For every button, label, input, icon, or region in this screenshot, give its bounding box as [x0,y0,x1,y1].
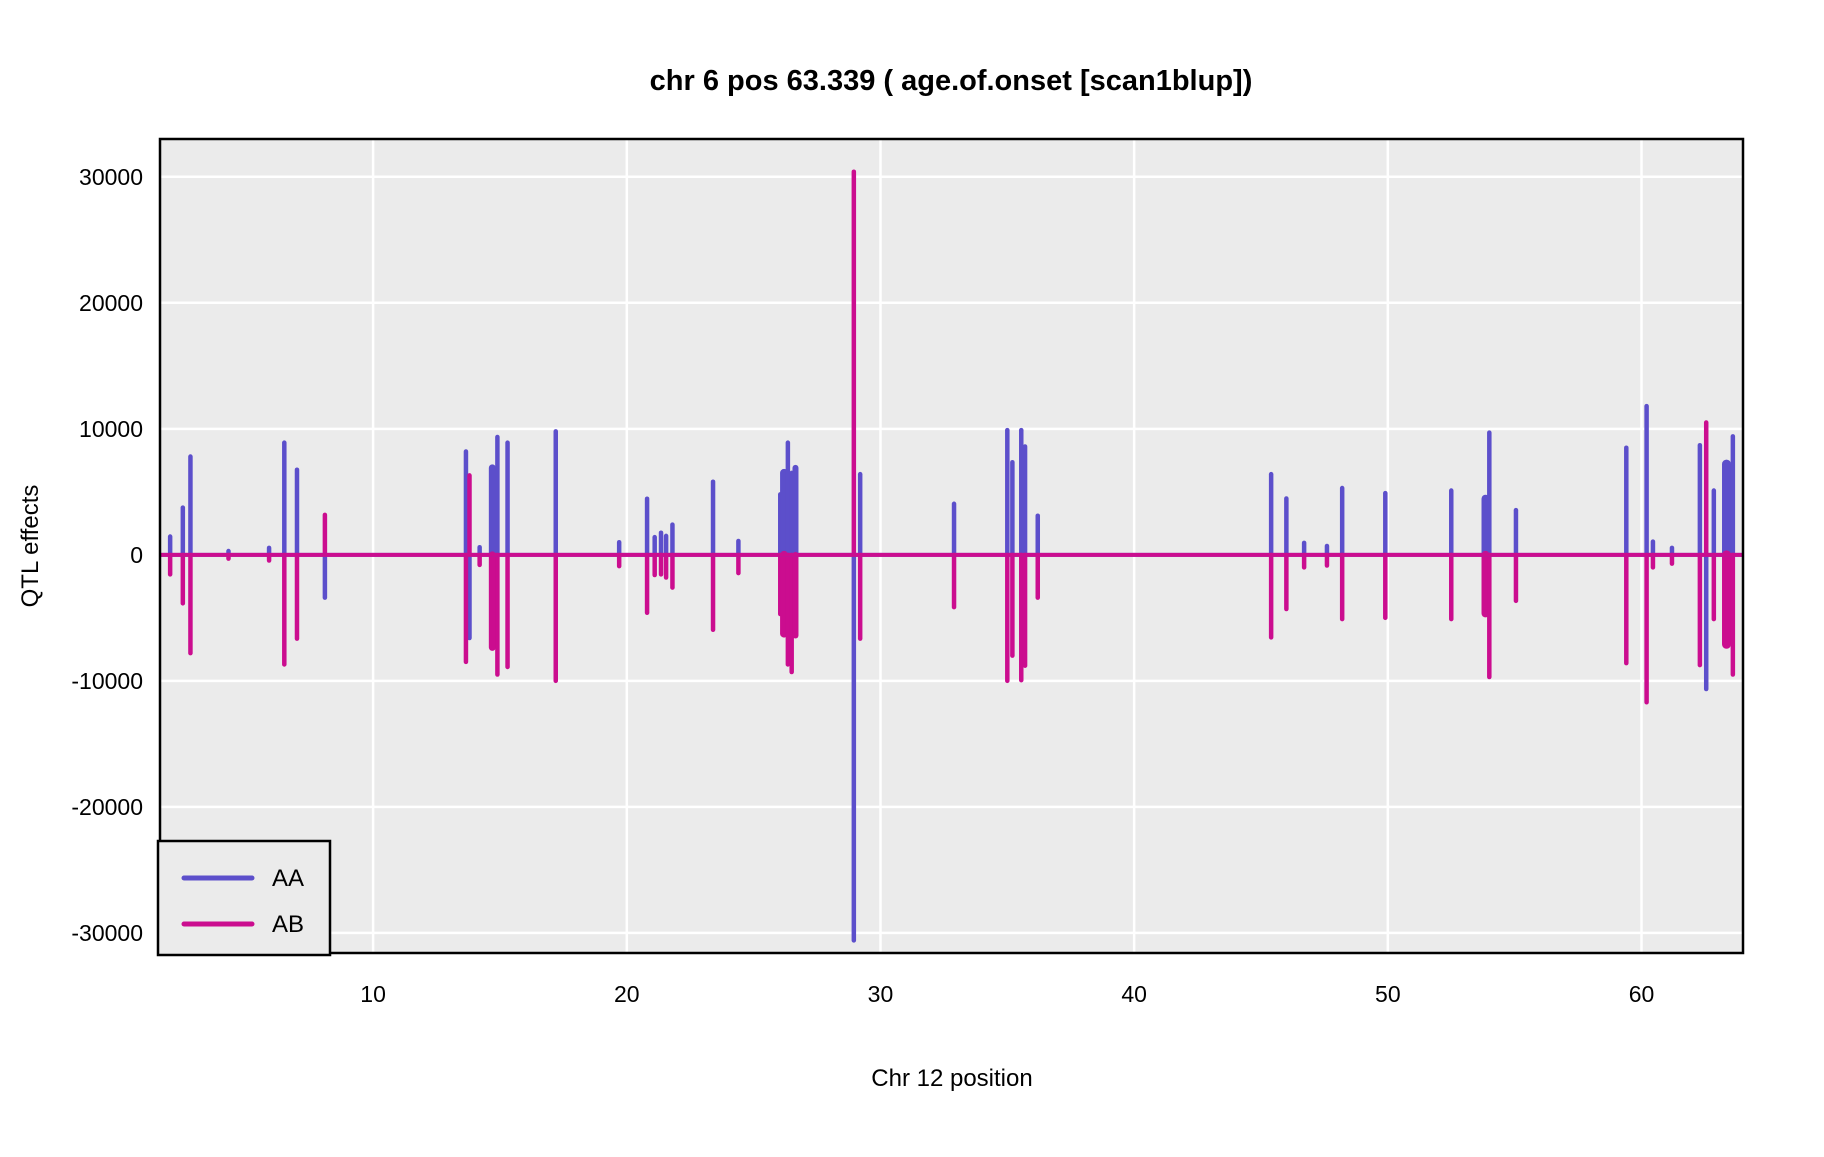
x-tick-label: 50 [1375,981,1401,1007]
y-axis-tick-labels: 30000 20000 10000 0 -10000 -20000 -30000 [71,164,143,946]
x-tick-label: 10 [360,981,386,1007]
legend-label-aa: AA [272,865,304,892]
x-tick-label: 30 [868,981,894,1007]
legend-label-ab: AB [272,911,304,938]
y-axis-title: QTL effects [17,485,44,608]
x-tick-label: 40 [1121,981,1147,1007]
x-axis-title: Chr 12 position [871,1065,1032,1092]
y-tick-label: -30000 [71,920,143,946]
y-tick-label: -20000 [71,794,143,820]
legend-box [156,839,332,957]
x-axis-tick-labels: 10 20 30 40 50 60 [360,981,1654,1007]
x-tick-label: 20 [614,981,640,1007]
plot-panel [160,139,1743,953]
y-tick-label: -10000 [71,668,143,694]
y-tick-label: 10000 [79,416,143,442]
x-tick-label: 60 [1629,981,1655,1007]
y-tick-label: 30000 [79,164,143,190]
y-tick-label: 0 [130,542,143,568]
aa-spikes-layer [167,403,1736,943]
legend: AA AB [156,839,332,957]
y-tick-label: 20000 [79,290,143,316]
plot-panel-border [158,137,1745,955]
chart-title: chr 6 pos 63.339 ( age.of.onset [scan1bl… [650,65,1253,97]
